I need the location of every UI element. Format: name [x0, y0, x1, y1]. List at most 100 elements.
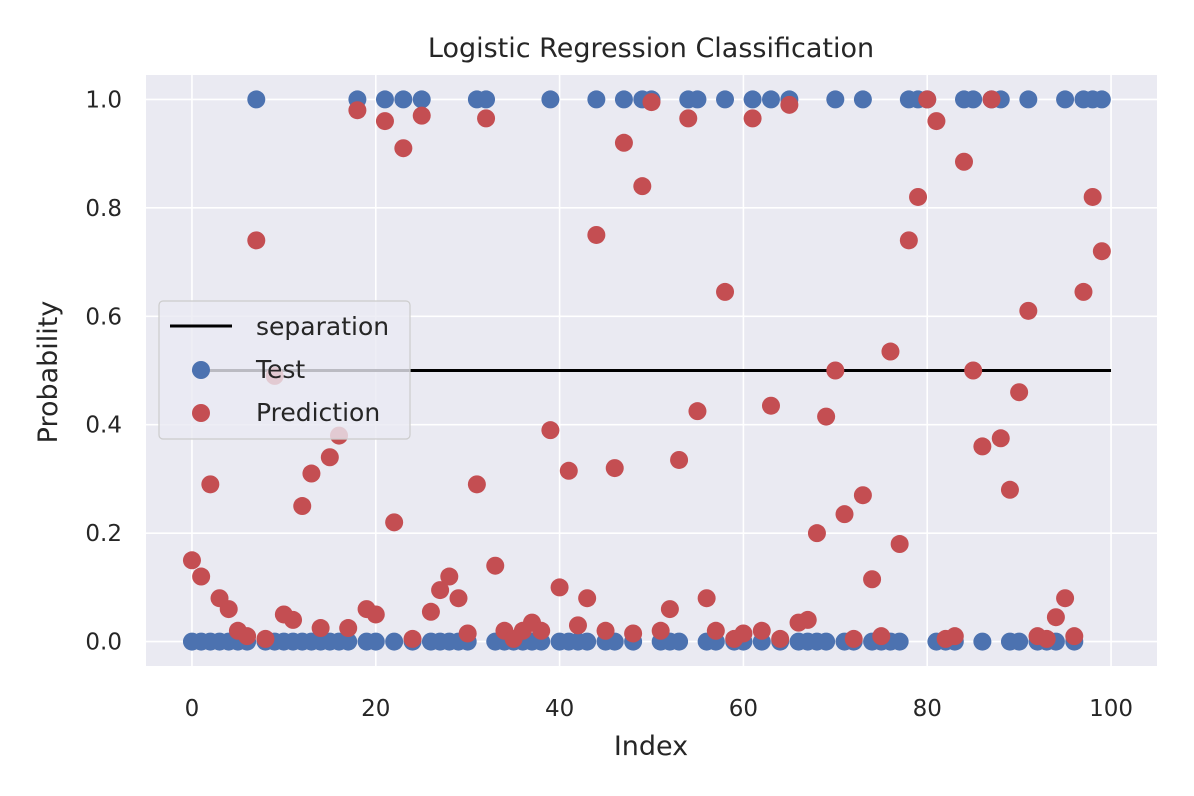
test-point: [587, 90, 606, 109]
prediction-point: [697, 589, 716, 608]
prediction-point: [909, 187, 928, 206]
prediction-point: [945, 627, 964, 646]
test-point: [826, 90, 845, 109]
prediction-point: [872, 627, 891, 646]
prediction-point: [449, 589, 468, 608]
test-point: [541, 90, 560, 109]
y-tick-label: 0.0: [85, 630, 122, 656]
prediction-point: [394, 139, 413, 158]
prediction-point: [706, 621, 725, 640]
prediction-point: [863, 570, 882, 589]
prediction-point: [1074, 282, 1093, 301]
prediction-point: [1083, 187, 1102, 206]
test-point: [853, 90, 872, 109]
prediction-point: [743, 109, 762, 128]
prediction-point: [477, 109, 496, 128]
legend-label-prediction: Prediction: [256, 398, 380, 427]
prediction-point: [458, 624, 477, 643]
prediction-point: [1019, 301, 1038, 320]
prediction-point: [918, 90, 937, 109]
prediction-point: [752, 621, 771, 640]
prediction-point: [339, 619, 358, 638]
prediction-point: [320, 448, 339, 467]
chart-title: Logistic Regression Classification: [428, 33, 874, 64]
prediction-point: [688, 402, 707, 421]
test-point: [578, 632, 597, 651]
x-tick-label: 0: [185, 696, 200, 722]
y-axis-ticks: 0.0 0.2 0.4 0.6 0.8 1.0: [85, 87, 122, 655]
test-point: [375, 90, 394, 109]
prediction-point: [302, 464, 321, 483]
prediction-point: [899, 231, 918, 250]
prediction-point: [219, 600, 238, 619]
prediction-point: [881, 342, 900, 361]
x-tick-label: 40: [545, 696, 574, 722]
prediction-point: [761, 396, 780, 415]
prediction-point: [541, 421, 560, 440]
test-point: [1010, 632, 1029, 651]
prediction-point: [973, 437, 992, 456]
prediction-point: [201, 475, 220, 494]
prediction-point: [1056, 589, 1075, 608]
prediction-point: [1092, 242, 1111, 261]
legend-marker-prediction: [192, 404, 210, 422]
test-point: [761, 90, 780, 109]
y-axis-label: Probability: [33, 301, 64, 444]
prediction-point: [403, 629, 422, 648]
prediction-point: [247, 231, 266, 250]
prediction-point: [550, 578, 569, 597]
prediction-point: [440, 567, 459, 586]
test-point: [1092, 90, 1111, 109]
prediction-point: [192, 567, 211, 586]
prediction-point: [578, 589, 597, 608]
prediction-point: [927, 112, 946, 131]
prediction-point: [780, 95, 799, 114]
prediction-point: [835, 505, 854, 524]
x-tick-label: 20: [361, 696, 390, 722]
prediction-point: [348, 101, 367, 120]
test-point: [247, 90, 266, 109]
prediction-point: [559, 461, 578, 480]
prediction-point: [642, 93, 661, 112]
legend: separation Test Prediction: [158, 300, 411, 440]
prediction-point: [1046, 608, 1065, 627]
prediction-point: [991, 429, 1010, 448]
prediction-point: [431, 581, 450, 600]
prediction-point: [660, 600, 679, 619]
test-point: [1019, 90, 1038, 109]
test-point: [817, 632, 836, 651]
prediction-point: [596, 621, 615, 640]
legend-marker-test: [192, 361, 210, 379]
prediction-point: [982, 90, 1001, 109]
y-tick-label: 0.2: [85, 521, 122, 547]
legend-label-test: Test: [255, 355, 305, 384]
test-point: [366, 632, 385, 651]
prediction-point: [964, 361, 983, 380]
test-point: [477, 90, 496, 109]
prediction-point: [486, 556, 505, 575]
prediction-point: [826, 361, 845, 380]
prediction-point: [284, 610, 303, 629]
prediction-point: [817, 407, 836, 426]
prediction-point: [954, 152, 973, 171]
x-tick-label: 100: [1089, 696, 1133, 722]
prediction-point: [614, 133, 633, 152]
prediction-point: [624, 624, 643, 643]
prediction-point: [375, 112, 394, 131]
prediction-point: [1010, 383, 1029, 402]
y-tick-label: 0.4: [85, 413, 122, 439]
prediction-point: [238, 627, 257, 646]
prediction-point: [1000, 480, 1019, 499]
test-point: [688, 90, 707, 109]
prediction-point: [366, 605, 385, 624]
prediction-point: [182, 551, 201, 570]
prediction-point: [734, 624, 753, 643]
test-point: [716, 90, 735, 109]
prediction-point: [651, 621, 670, 640]
prediction-point: [771, 629, 790, 648]
prediction-point: [412, 106, 431, 125]
x-axis-ticks: 0 20 40 60 80 100: [185, 696, 1133, 722]
prediction-point: [568, 616, 587, 635]
test-point: [890, 632, 909, 651]
